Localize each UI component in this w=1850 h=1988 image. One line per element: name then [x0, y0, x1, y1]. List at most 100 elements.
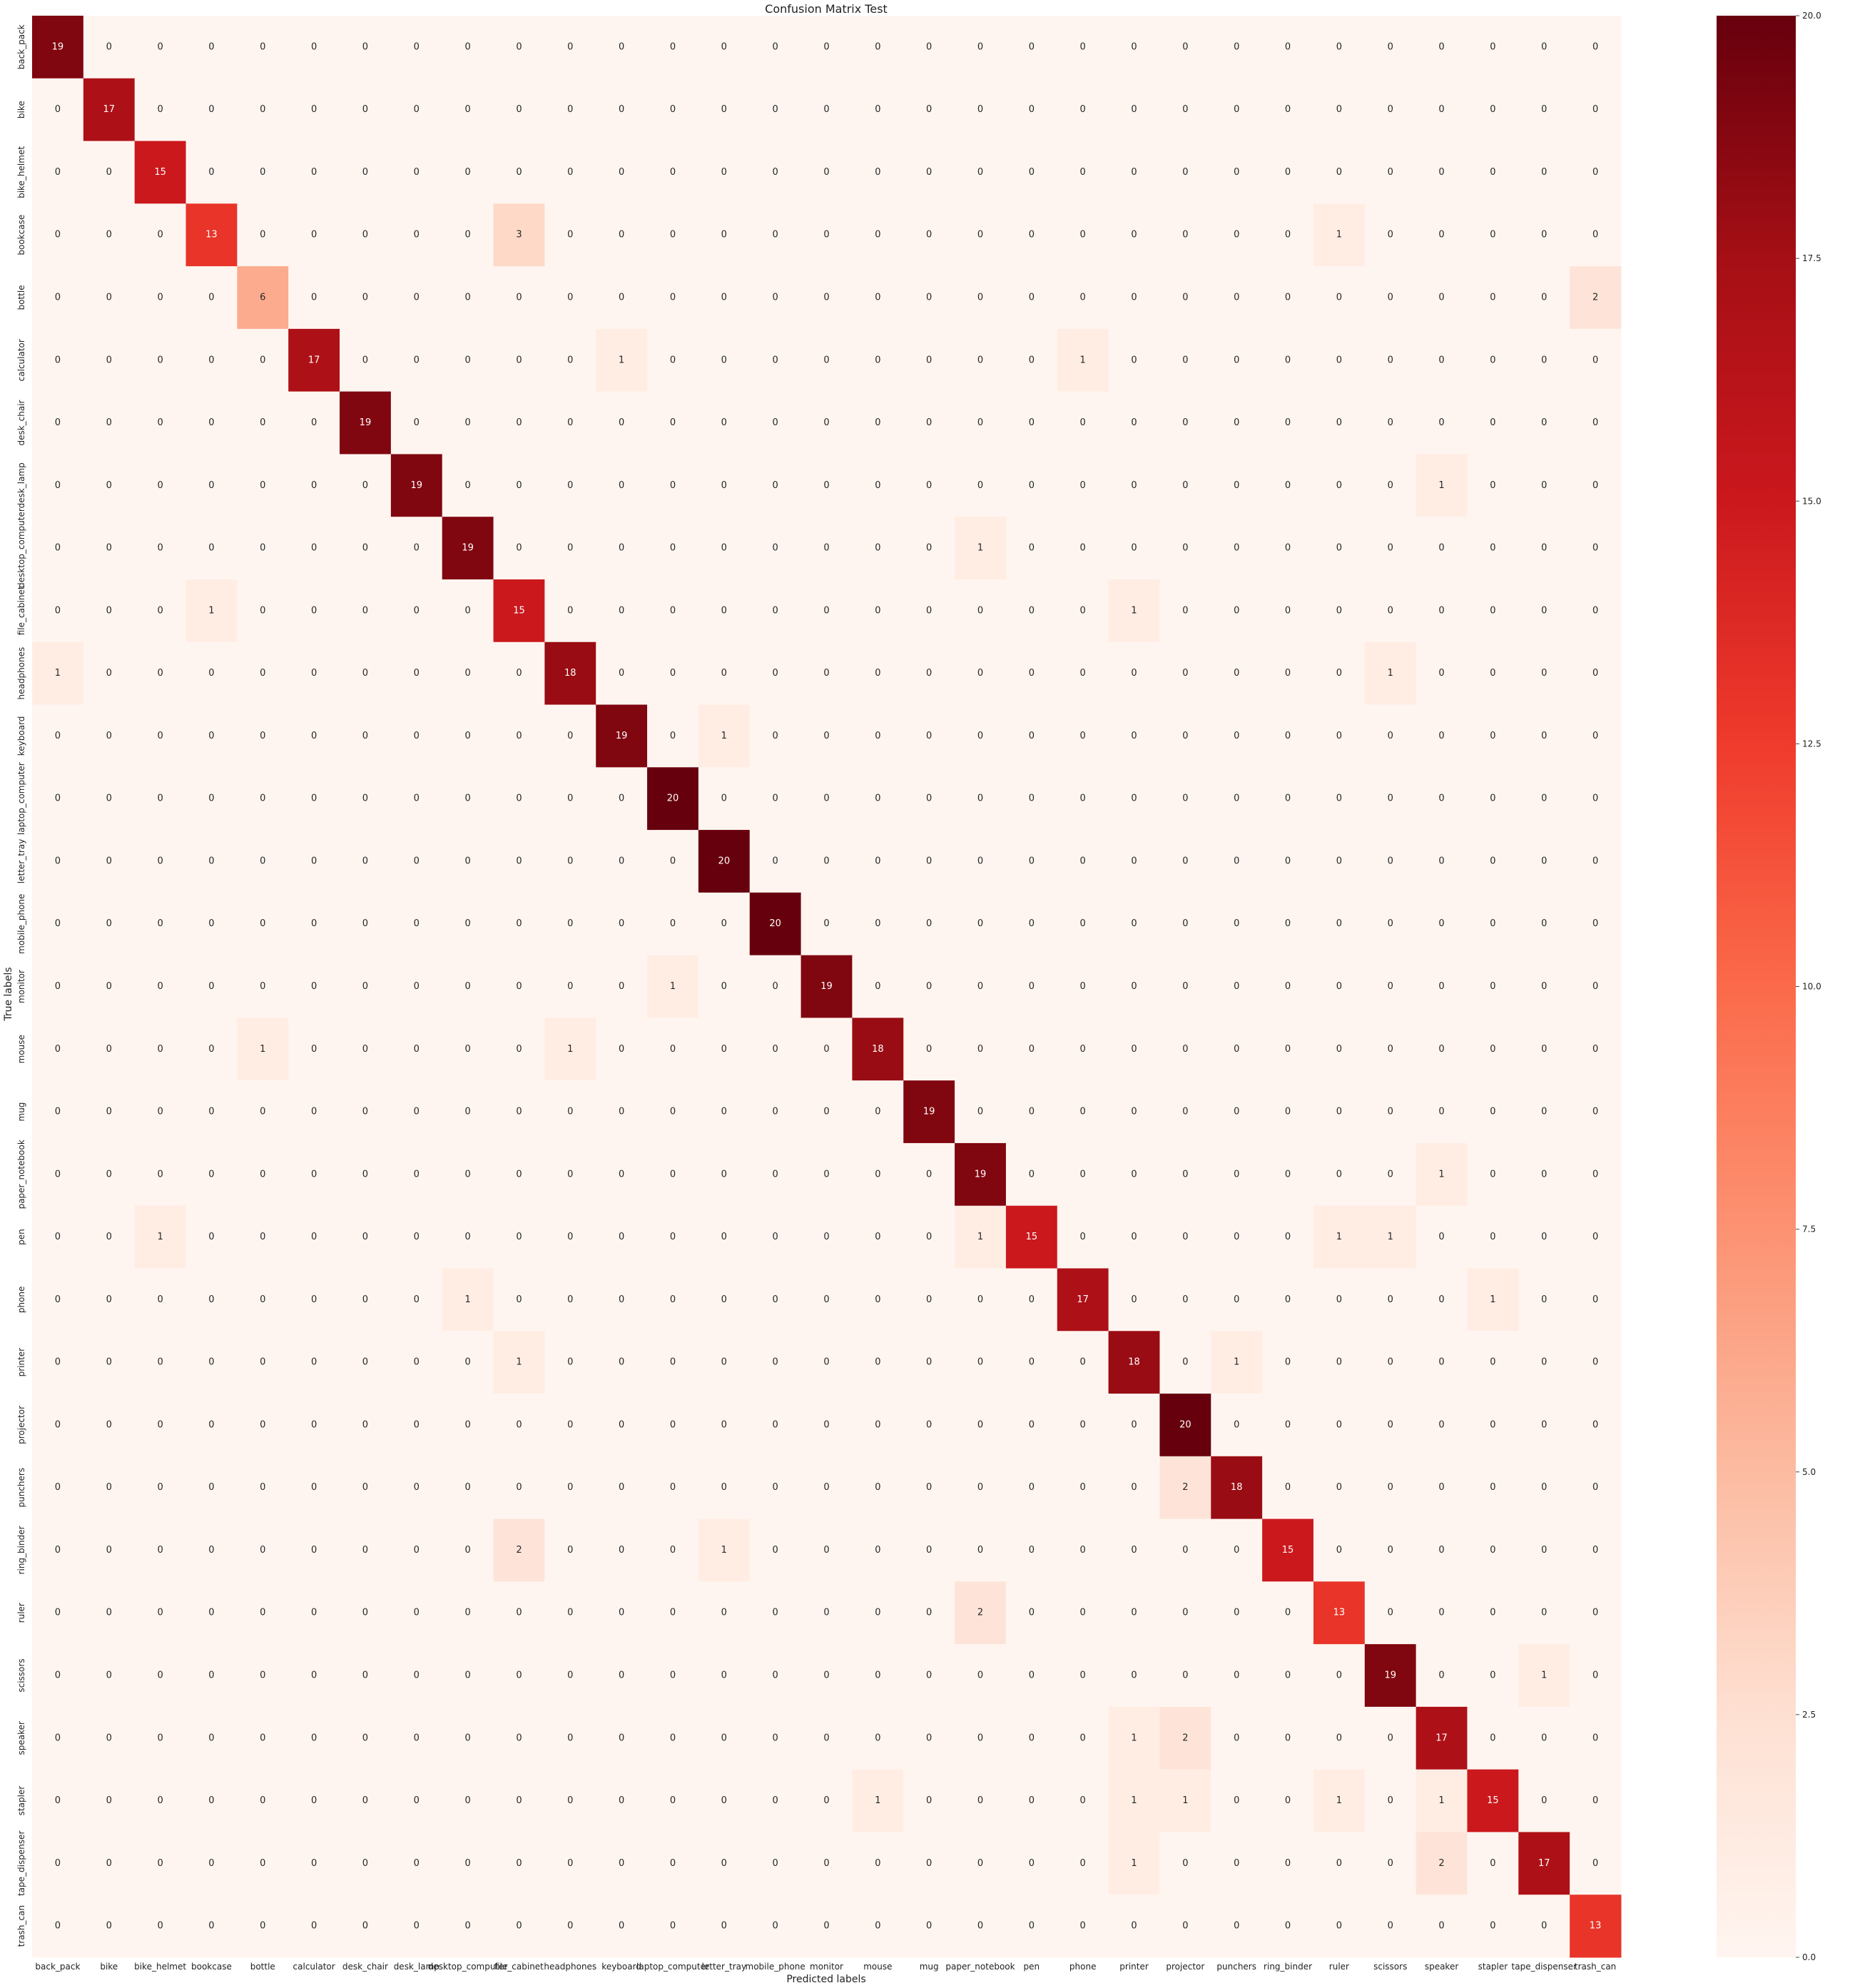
heatmap-cell	[237, 78, 289, 142]
colorbar-tick-label: 10.0	[1802, 982, 1821, 992]
cell-value-label: 1	[1541, 1670, 1547, 1681]
heatmap-cell	[1159, 1205, 1211, 1269]
heatmap-cell	[288, 454, 340, 517]
heatmap-cell	[1262, 1706, 1314, 1770]
heatmap-cell	[749, 704, 802, 768]
cell-value-label: 1	[1131, 1733, 1137, 1743]
cell-value-label: 0	[823, 793, 829, 804]
cell-value-label: 0	[1438, 1670, 1444, 1681]
heatmap-cell	[1364, 1895, 1417, 1958]
heatmap-cell	[544, 1268, 596, 1332]
heatmap-cell	[544, 203, 596, 267]
cell-value-label: 0	[1336, 668, 1342, 679]
heatmap-cell	[185, 767, 238, 831]
cell-value-label: 1	[1336, 230, 1342, 240]
cell-value-label: 0	[1592, 731, 1598, 741]
heatmap-cell	[442, 1581, 494, 1645]
heatmap-cell	[1518, 141, 1570, 204]
cell-value-label: 0	[721, 1858, 727, 1869]
cell-value-label: 0	[414, 1482, 420, 1493]
cell-value-label: 0	[311, 1044, 317, 1055]
heatmap-cell	[1364, 1394, 1417, 1457]
heatmap-cell	[340, 1142, 392, 1207]
heatmap-cell	[955, 1268, 1007, 1332]
heatmap-cell	[698, 203, 751, 267]
heatmap-cell	[1467, 704, 1519, 768]
heatmap-cell	[442, 391, 494, 455]
heatmap-cell	[698, 1205, 751, 1269]
heatmap-cell	[801, 1518, 853, 1582]
cell-value-label: 1	[516, 1357, 522, 1368]
heatmap-cell	[237, 1769, 289, 1832]
heatmap-cell	[83, 391, 136, 455]
heatmap-cell	[1005, 16, 1058, 79]
x-tick-label: headphones	[544, 1962, 596, 1972]
heatmap-cell	[83, 704, 136, 768]
cell-value-label: 0	[1285, 543, 1291, 554]
heatmap-cell	[32, 1205, 84, 1269]
cell-value-label: 0	[619, 668, 624, 679]
heatmap-cell	[801, 141, 853, 204]
heatmap-cell	[134, 328, 187, 392]
cell-value-label: 0	[311, 1357, 317, 1368]
heatmap-cell	[1467, 391, 1519, 455]
heatmap-cell	[1211, 16, 1263, 79]
cell-value-label: 0	[1080, 1733, 1086, 1743]
cell-value-label: 0	[773, 1232, 778, 1242]
heatmap-cell	[698, 767, 751, 831]
heatmap-cell	[903, 203, 955, 267]
cell-value-label: 0	[567, 731, 573, 741]
cell-value-label: 0	[1592, 167, 1598, 178]
heatmap-cell	[596, 1205, 648, 1269]
heatmap-cell	[1159, 517, 1211, 580]
cell-value-label: 0	[516, 918, 522, 929]
heatmap-cell	[1416, 955, 1468, 1018]
cell-value-label: 0	[157, 104, 163, 115]
cell-value-label: 0	[773, 1545, 778, 1556]
y-tick-label: ruler	[16, 1603, 26, 1623]
cell-value-label: 0	[823, 1608, 829, 1618]
heatmap-cell	[903, 1895, 955, 1958]
cell-value-label: 0	[1182, 668, 1188, 679]
cell-value-label: 0	[260, 1921, 265, 1932]
heatmap-cell	[1211, 1331, 1263, 1394]
cell-value-label: 0	[926, 1169, 932, 1180]
cell-value-label: 0	[619, 1670, 624, 1681]
heatmap-cell	[698, 16, 751, 79]
heatmap-cell	[493, 955, 545, 1018]
heatmap-cell	[1211, 955, 1263, 1018]
cell-value-label: 0	[823, 1169, 829, 1180]
cell-value-label: 0	[55, 480, 61, 491]
heatmap-cell	[1211, 641, 1263, 706]
heatmap-cell	[134, 1769, 187, 1832]
heatmap-cell	[83, 141, 136, 204]
heatmap-cell	[1005, 1142, 1058, 1207]
cell-value-label: 0	[619, 1858, 624, 1869]
cell-value-label: 0	[1029, 1921, 1035, 1932]
cell-value-label: 0	[55, 292, 61, 303]
cell-value-label: 0	[977, 1858, 983, 1869]
heatmap-cell	[801, 203, 853, 267]
cell-value-label: 0	[1080, 41, 1086, 52]
heatmap-cell	[1313, 1706, 1366, 1770]
heatmap-cell	[134, 203, 187, 267]
heatmap-cell	[134, 1018, 187, 1081]
heatmap-cell	[493, 1394, 545, 1457]
cell-value-label: 0	[875, 104, 880, 115]
cell-value-label: 0	[362, 1733, 368, 1743]
y-tick-label: desk_lamp	[16, 462, 26, 508]
cell-value-label: 0	[875, 417, 880, 428]
cell-value-label: 0	[1336, 1419, 1342, 1430]
cell-value-label: 1	[157, 1232, 163, 1242]
heatmap-cell	[185, 1769, 238, 1832]
cell-value-label: 0	[1336, 41, 1342, 52]
heatmap-cell	[1159, 1331, 1211, 1394]
cell-value-label: 0	[1234, 1921, 1239, 1932]
heatmap-cell	[1313, 328, 1366, 392]
heatmap-cell	[32, 1268, 84, 1332]
cell-value-label: 0	[157, 230, 163, 240]
heatmap-cell	[442, 892, 494, 956]
cell-value-label: 0	[362, 104, 368, 115]
cell-value-label: 0	[1541, 1232, 1547, 1242]
y-tick-label: stapler	[16, 1786, 26, 1816]
